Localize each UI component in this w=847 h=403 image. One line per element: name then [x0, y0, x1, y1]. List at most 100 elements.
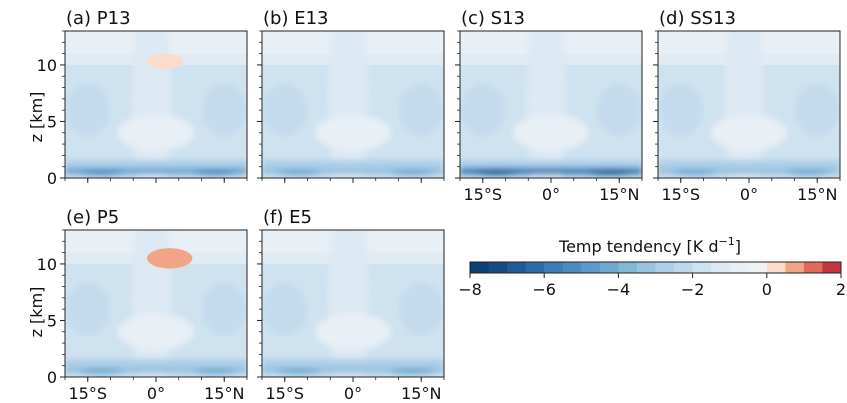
field [262, 230, 444, 377]
field-surface-min [276, 169, 321, 176]
colorbar-cell [544, 262, 564, 273]
field-surface-min [79, 169, 124, 176]
field [262, 31, 444, 178]
warm-anomaly [146, 248, 193, 269]
x-tick-label: 15°S [68, 384, 107, 403]
warm-anomaly [146, 53, 184, 70]
field-flank-west [460, 84, 505, 137]
field [65, 31, 247, 178]
colorbar-tick-label: 0 [762, 280, 772, 299]
colorbar-cell [525, 262, 545, 273]
x-tick-label: 15°N [599, 185, 639, 204]
y-tick-label: 5 [47, 311, 57, 330]
colorbar-cell [470, 262, 490, 273]
x-tick-label: 0° [344, 384, 362, 403]
field [460, 31, 642, 178]
field-core-low [711, 114, 787, 151]
colorbar-cell [711, 262, 731, 273]
x-tick-label: 15°N [204, 384, 244, 403]
colorbar-cell [766, 262, 786, 273]
field-surface-band [262, 167, 444, 175]
panel-p5: (e) P5 15°S 0° 15°N 0 5 10 [37, 207, 248, 403]
panel-p13: (a) P13 0 5 10 [37, 8, 248, 188]
colorbar-cell [581, 262, 601, 273]
field-flank-east [597, 84, 642, 137]
colorbar-cell [674, 262, 694, 273]
panel-title: (e) P5 [66, 207, 119, 228]
field-core [526, 31, 567, 178]
x-tick-label: 15°S [463, 185, 502, 204]
panel-ss13: (d) SS13 15°S 0° 15°N [653, 8, 841, 204]
colorbar-ticks: −8 −6 −4 −2 0 2 [458, 273, 846, 299]
field-surface-min [390, 368, 435, 375]
colorbar-cell [729, 262, 749, 273]
field-flank-west [65, 84, 110, 137]
colorbar-cell [655, 262, 675, 273]
field-surface-band [65, 366, 247, 374]
colorbar-cells [469, 261, 842, 274]
field-low-band [65, 159, 247, 169]
colorbar-cell [488, 262, 508, 273]
field-surface-min [672, 169, 717, 176]
field-surface-band [658, 167, 840, 175]
y-tick-label: 5 [47, 112, 57, 131]
panel-title: (a) P13 [66, 8, 131, 29]
field-low-band [262, 159, 444, 169]
x-tick-label: 15°N [797, 185, 837, 204]
field-surface-min [276, 368, 321, 375]
field-core-low [315, 313, 391, 350]
colorbar-cell [748, 262, 768, 273]
colorbar-cell [507, 262, 527, 273]
colorbar-cell [785, 262, 805, 273]
colorbar-cell [636, 262, 656, 273]
field [65, 230, 247, 377]
y-axis-label: z [km] [27, 287, 46, 338]
panel-e13: (b) E13 [257, 8, 445, 183]
x-tick-label: 15°S [661, 185, 700, 204]
colorbar-label: Temp tendency [K d−1] [558, 235, 741, 256]
field-core [328, 31, 369, 178]
y-tick-label: 10 [37, 56, 57, 75]
colorbar-cell [562, 262, 582, 273]
x-tick-label: 0° [740, 185, 758, 204]
x-tick-label: 15°N [401, 384, 441, 403]
x-tick-label: 0° [542, 185, 560, 204]
field-core-low [315, 114, 391, 151]
field-surface-min [79, 368, 124, 375]
field-flank-west [658, 84, 703, 137]
field-flank-west [262, 283, 307, 336]
y-tick-label: 0 [47, 169, 57, 188]
field-surface-band [460, 167, 642, 175]
colorbar-cell [803, 262, 823, 273]
colorbar-tick-label: 2 [836, 280, 846, 299]
x-tick-label: 0° [147, 384, 165, 403]
colorbar-cell [618, 262, 638, 273]
field-core-low [513, 114, 589, 151]
panel-title: (f) E5 [263, 207, 312, 228]
colorbar: Temp tendency [K d−1] −8 −6 −4 −2 0 2 [458, 235, 846, 299]
field-flank-east [399, 84, 444, 137]
field-flank-east [399, 283, 444, 336]
panel-title: (d) SS13 [659, 8, 736, 29]
field-surface-band [262, 366, 444, 374]
field [658, 31, 840, 178]
field-surface-min [193, 368, 238, 375]
y-tick-label: 0 [47, 368, 57, 387]
panel-e5: (f) E5 15°S 0° 15°N [257, 207, 445, 403]
field-flank-east [795, 84, 840, 137]
y-tick-label: 10 [37, 255, 57, 274]
field-surface-min [786, 169, 831, 176]
field-core [131, 31, 172, 178]
colorbar-cell [822, 262, 842, 273]
field-flank-east [202, 283, 247, 336]
field-surface-min [474, 169, 519, 176]
field-low-band [262, 358, 444, 368]
field-flank-west [65, 283, 110, 336]
panel-title: (c) S13 [461, 8, 525, 29]
x-tick-label: 15°S [265, 384, 304, 403]
field-core [724, 31, 765, 178]
field-low-band [658, 159, 840, 169]
colorbar-tick-label: −6 [532, 280, 556, 299]
